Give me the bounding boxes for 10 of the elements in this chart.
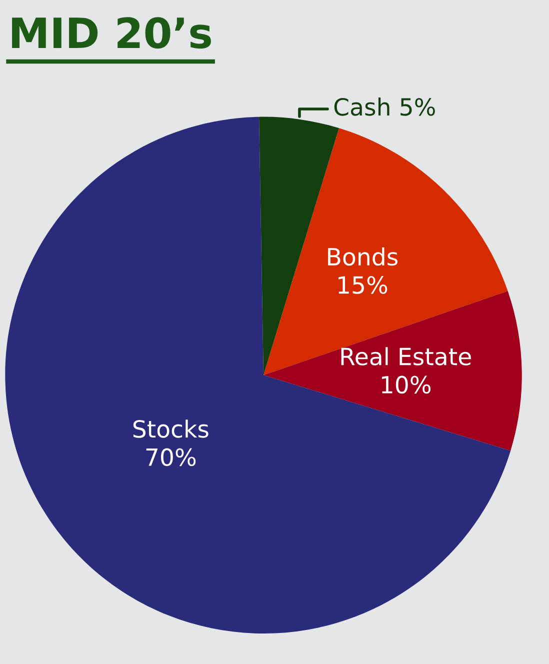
data-label: 10% — [382, 376, 431, 394]
chart-title: MID 20’s — [12, 17, 211, 49]
slice-label: Bonds — [328, 247, 398, 266]
data-label: 70% — [146, 448, 196, 466]
slice-label: Real Estate — [341, 347, 471, 366]
slice-label: Cash 5% — [334, 98, 435, 116]
pie-slice — [5, 116, 511, 634]
slice-label: Stocks — [133, 420, 208, 438]
data-label: 15% — [338, 276, 388, 294]
pie-slice — [264, 128, 508, 376]
